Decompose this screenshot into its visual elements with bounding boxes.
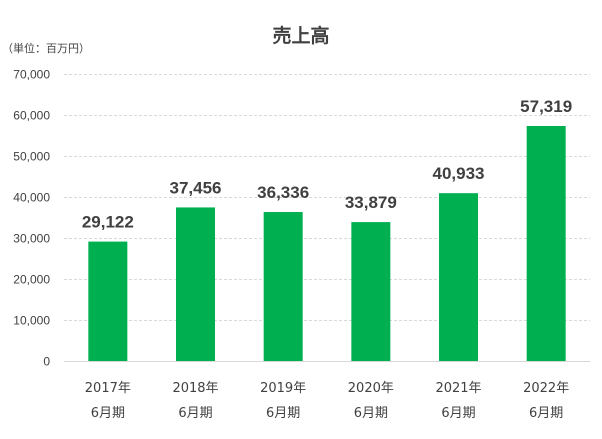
x-tick-label: 2020年 [348,381,394,396]
data-label: 37,456 [170,178,222,197]
x-tick-label: 2018年 [172,381,218,396]
x-tick-label: 2017年 [85,381,131,396]
x-tick-label: 6月期 [441,406,475,421]
x-tick-label: 2022年 [523,381,569,396]
x-tick-label: 6月期 [354,406,388,421]
data-label: 40,933 [433,164,485,183]
data-label: 57,319 [520,97,572,116]
data-label: 29,122 [82,213,134,232]
y-tick-label: 30,000 [13,232,50,246]
data-labels: 29,122 37,456 36,336 33,879 40,933 57,319 [82,97,572,232]
y-tick-label: 40,000 [13,191,50,205]
x-tick-label: 6月期 [266,406,300,421]
y-tick-label: 70,000 [13,68,50,82]
x-tick-label: 2021年 [435,381,481,396]
y-tick-label: 20,000 [13,273,50,287]
unit-label: （単位：百万円） [2,41,90,55]
bar [439,193,478,361]
y-tick-label: 50,000 [13,150,50,164]
x-tick-label: 2019年 [260,381,306,396]
data-label: 33,879 [345,193,397,212]
bar [526,125,566,362]
y-axis-ticks: 0 10,000 20,000 30,000 40,000 50,000 60,000 70,… [13,68,50,369]
data-label: 36,336 [257,183,309,202]
y-tick-label: 60,000 [13,109,50,123]
gridlines [64,74,590,362]
bar [351,222,391,361]
y-tick-label: 10,000 [13,314,50,328]
x-tick-label: 6月期 [178,406,212,421]
bar [176,207,215,361]
bars [88,125,566,362]
x-tick-label: 6月期 [529,406,563,421]
bar [263,212,303,361]
bar [88,241,128,361]
x-tick-label: 6月期 [91,406,125,421]
x-axis-ticks: 2017年 6月期 2018年 6月期 2019年 6月期 2020年 6月期 2021年 6月期… [85,381,569,421]
y-tick-label: 0 [43,355,50,369]
chart-title: 売上高 [272,24,329,47]
